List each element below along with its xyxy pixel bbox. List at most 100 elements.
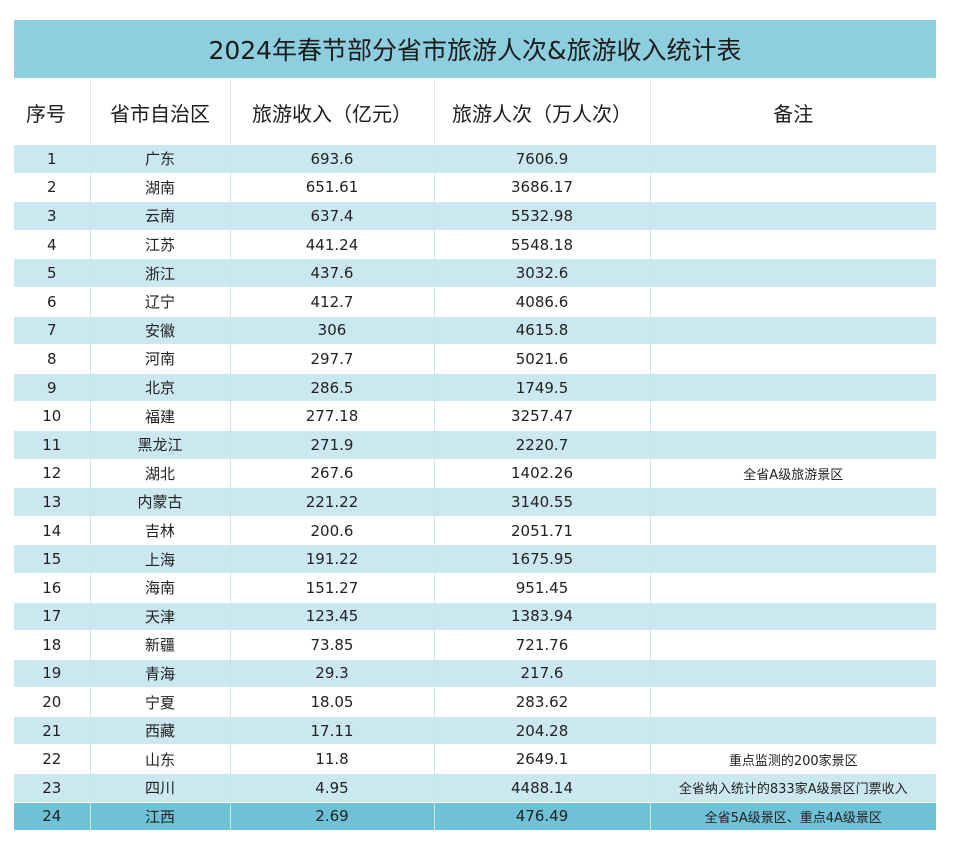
region-cell: 辽宁 (90, 286, 231, 317)
row-number: 3 (14, 201, 91, 231)
table-title: 2024年春节部分省市旅游人次&旅游收入统计表 (14, 20, 936, 78)
header-no: 序号 (14, 80, 91, 145)
note-cell (650, 229, 936, 259)
row-number: 9 (14, 372, 91, 402)
visitors-cell: 5548.18 (434, 229, 651, 259)
note-cell: 全省纳入统计的833家A级景区门票收入 (650, 773, 936, 803)
row-number: 22 (14, 744, 91, 774)
row-number: 15 (14, 544, 91, 574)
row-number: 1 (14, 144, 91, 174)
visitors-cell: 5021.6 (434, 344, 651, 374)
row-number: 24 (14, 801, 91, 831)
note-cell (650, 630, 936, 660)
income-cell: 277.18 (230, 401, 435, 431)
note-cell (650, 515, 936, 545)
row-number: 21 (14, 715, 91, 745)
note-cell (650, 144, 936, 174)
region-cell: 吉林 (90, 515, 231, 545)
table-row: 19 青海 29.3 217.6 (14, 658, 936, 688)
row-number: 11 (14, 429, 91, 460)
income-cell: 637.4 (230, 201, 435, 231)
income-cell: 17.11 (230, 715, 435, 745)
table-row: 10 福建 277.18 3257.47 (14, 401, 936, 431)
statistics-table-container: 2024年春节部分省市旅游人次&旅游收入统计表 序号 省市自治区 旅游收入（亿元… (14, 20, 936, 831)
income-cell: 221.22 (230, 487, 435, 517)
visitors-cell: 4086.6 (434, 286, 651, 317)
row-number: 20 (14, 687, 91, 717)
table-row: 7 安徽 306 4615.8 (14, 315, 936, 345)
table-row: 17 天津 123.45 1383.94 (14, 601, 936, 631)
income-cell: 297.7 (230, 344, 435, 374)
statistics-table: 序号 省市自治区 旅游收入（亿元） 旅游人次（万人次） 备注 1 广东 693.6 7… (14, 80, 936, 831)
table-row: 14 吉林 200.6 2051.71 (14, 515, 936, 545)
visitors-cell: 1675.95 (434, 544, 651, 574)
table-row: 9 北京 286.5 1749.5 (14, 372, 936, 402)
region-cell: 江苏 (90, 229, 231, 259)
note-cell (650, 258, 936, 288)
visitors-cell: 3686.17 (434, 172, 651, 202)
visitors-cell: 1402.26 (434, 458, 651, 488)
income-cell: 29.3 (230, 658, 435, 688)
table-row: 15 上海 191.22 1675.95 (14, 544, 936, 574)
region-cell: 云南 (90, 201, 231, 231)
note-cell: 全省5A级景区、重点4A级景区 (650, 801, 936, 831)
income-cell: 271.9 (230, 429, 435, 460)
visitors-cell: 4488.14 (434, 773, 651, 803)
income-cell: 151.27 (230, 572, 435, 602)
visitors-cell: 2649.1 (434, 744, 651, 774)
income-cell: 437.6 (230, 258, 435, 288)
visitors-cell: 721.76 (434, 630, 651, 660)
visitors-cell: 1383.94 (434, 601, 651, 631)
note-cell (650, 601, 936, 631)
region-cell: 四川 (90, 773, 231, 803)
income-cell: 123.45 (230, 601, 435, 631)
note-cell: 全省A级旅游景区 (650, 458, 936, 488)
income-cell: 200.6 (230, 515, 435, 545)
region-cell: 海南 (90, 572, 231, 602)
note-cell (650, 658, 936, 688)
note-cell (650, 172, 936, 202)
table-row: 24 江西 2.69 476.49 全省5A级景区、重点4A级景区 (14, 801, 936, 831)
note-cell (650, 487, 936, 517)
visitors-cell: 3140.55 (434, 487, 651, 517)
region-cell: 山东 (90, 744, 231, 774)
table-row: 23 四川 4.95 4488.14 全省纳入统计的833家A级景区门票收入 (14, 773, 936, 803)
region-cell: 新疆 (90, 630, 231, 660)
table-row: 4 江苏 441.24 5548.18 (14, 229, 936, 259)
row-number: 12 (14, 458, 91, 488)
header-region: 省市自治区 (90, 80, 231, 145)
visitors-cell: 217.6 (434, 658, 651, 688)
note-cell (650, 286, 936, 317)
visitors-cell: 2220.7 (434, 429, 651, 460)
note-cell (650, 315, 936, 345)
income-cell: 441.24 (230, 229, 435, 259)
region-cell: 黑龙江 (90, 429, 231, 460)
row-number: 5 (14, 258, 91, 288)
income-cell: 191.22 (230, 544, 435, 574)
header-visitors: 旅游人次（万人次） (434, 80, 651, 145)
row-number: 19 (14, 658, 91, 688)
header-row: 序号 省市自治区 旅游收入（亿元） 旅游人次（万人次） 备注 (14, 80, 936, 145)
table-row: 1 广东 693.6 7606.9 (14, 144, 936, 174)
region-cell: 福建 (90, 401, 231, 431)
region-cell: 上海 (90, 544, 231, 574)
note-cell (650, 544, 936, 574)
note-cell (650, 401, 936, 431)
visitors-cell: 204.28 (434, 715, 651, 745)
region-cell: 湖南 (90, 172, 231, 202)
row-number: 17 (14, 601, 91, 631)
row-number: 13 (14, 487, 91, 517)
row-number: 10 (14, 401, 91, 431)
income-cell: 412.7 (230, 286, 435, 317)
income-cell: 2.69 (230, 801, 435, 831)
row-number: 6 (14, 286, 91, 317)
income-cell: 18.05 (230, 687, 435, 717)
header-note: 备注 (650, 80, 936, 145)
row-number: 14 (14, 515, 91, 545)
table-row: 16 海南 151.27 951.45 (14, 572, 936, 602)
note-cell (650, 687, 936, 717)
table-row: 22 山东 11.8 2649.1 重点监测的200家景区 (14, 744, 936, 774)
table-row: 13 内蒙古 221.22 3140.55 (14, 487, 936, 517)
table-row: 8 河南 297.7 5021.6 (14, 344, 936, 374)
region-cell: 宁夏 (90, 687, 231, 717)
